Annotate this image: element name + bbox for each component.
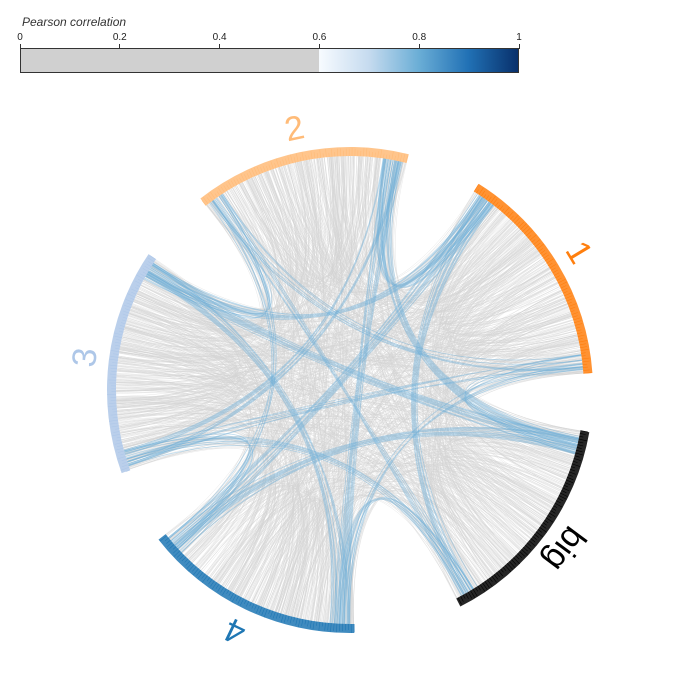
weak-link-bundle (115, 155, 584, 625)
strong-link-bundle (124, 263, 350, 625)
color-scale-bar (20, 48, 519, 73)
group-arc (158, 534, 355, 633)
strong-links (123, 158, 584, 625)
group-label: 4 (218, 610, 251, 652)
legend-tick-label: 0.8 (412, 32, 427, 43)
legend-title: Pearson correlation (22, 15, 127, 29)
legend-tick-label: 0.6 (312, 32, 327, 43)
group-arc-ticks (473, 184, 592, 374)
group-arc-ticks (201, 147, 408, 206)
legend-tick-label: 1 (516, 32, 522, 43)
strong-link-bundle (168, 193, 584, 625)
color-scale-below-threshold (21, 49, 320, 72)
group-arc-ticks (107, 255, 156, 472)
legend-tick-mark (119, 44, 121, 49)
strong-link-bundle (212, 158, 580, 596)
group-arc-ticks (457, 430, 588, 605)
strong-link-bundle (123, 158, 402, 467)
group-label: 1 (558, 235, 600, 271)
legend-tick-mark (518, 44, 520, 49)
strong-link-bundle (168, 426, 579, 625)
legend-tick-mark (219, 44, 221, 49)
strong-link-bundle (411, 195, 584, 595)
strong-link-bundle (123, 195, 583, 466)
legend-tick-label: 0.2 (112, 32, 127, 43)
legend-tick-mark (318, 44, 320, 49)
strong-link-bundle (123, 265, 580, 595)
group-label: 3 (65, 346, 105, 369)
legend-tick-label: 0 (17, 32, 23, 43)
strong-link-bundle (210, 158, 584, 371)
weak-links (115, 155, 584, 625)
legend-tick-mark (19, 44, 21, 49)
group-arc-ticks (159, 535, 355, 634)
group-arcs (107, 147, 593, 634)
group-arc (107, 254, 157, 474)
legend-tick-label: 0.4 (212, 32, 227, 43)
strong-link-bundle (168, 158, 403, 625)
color-scale-gradient (319, 49, 518, 72)
group-label: 2 (281, 108, 307, 149)
legend-tick-mark (418, 44, 420, 49)
